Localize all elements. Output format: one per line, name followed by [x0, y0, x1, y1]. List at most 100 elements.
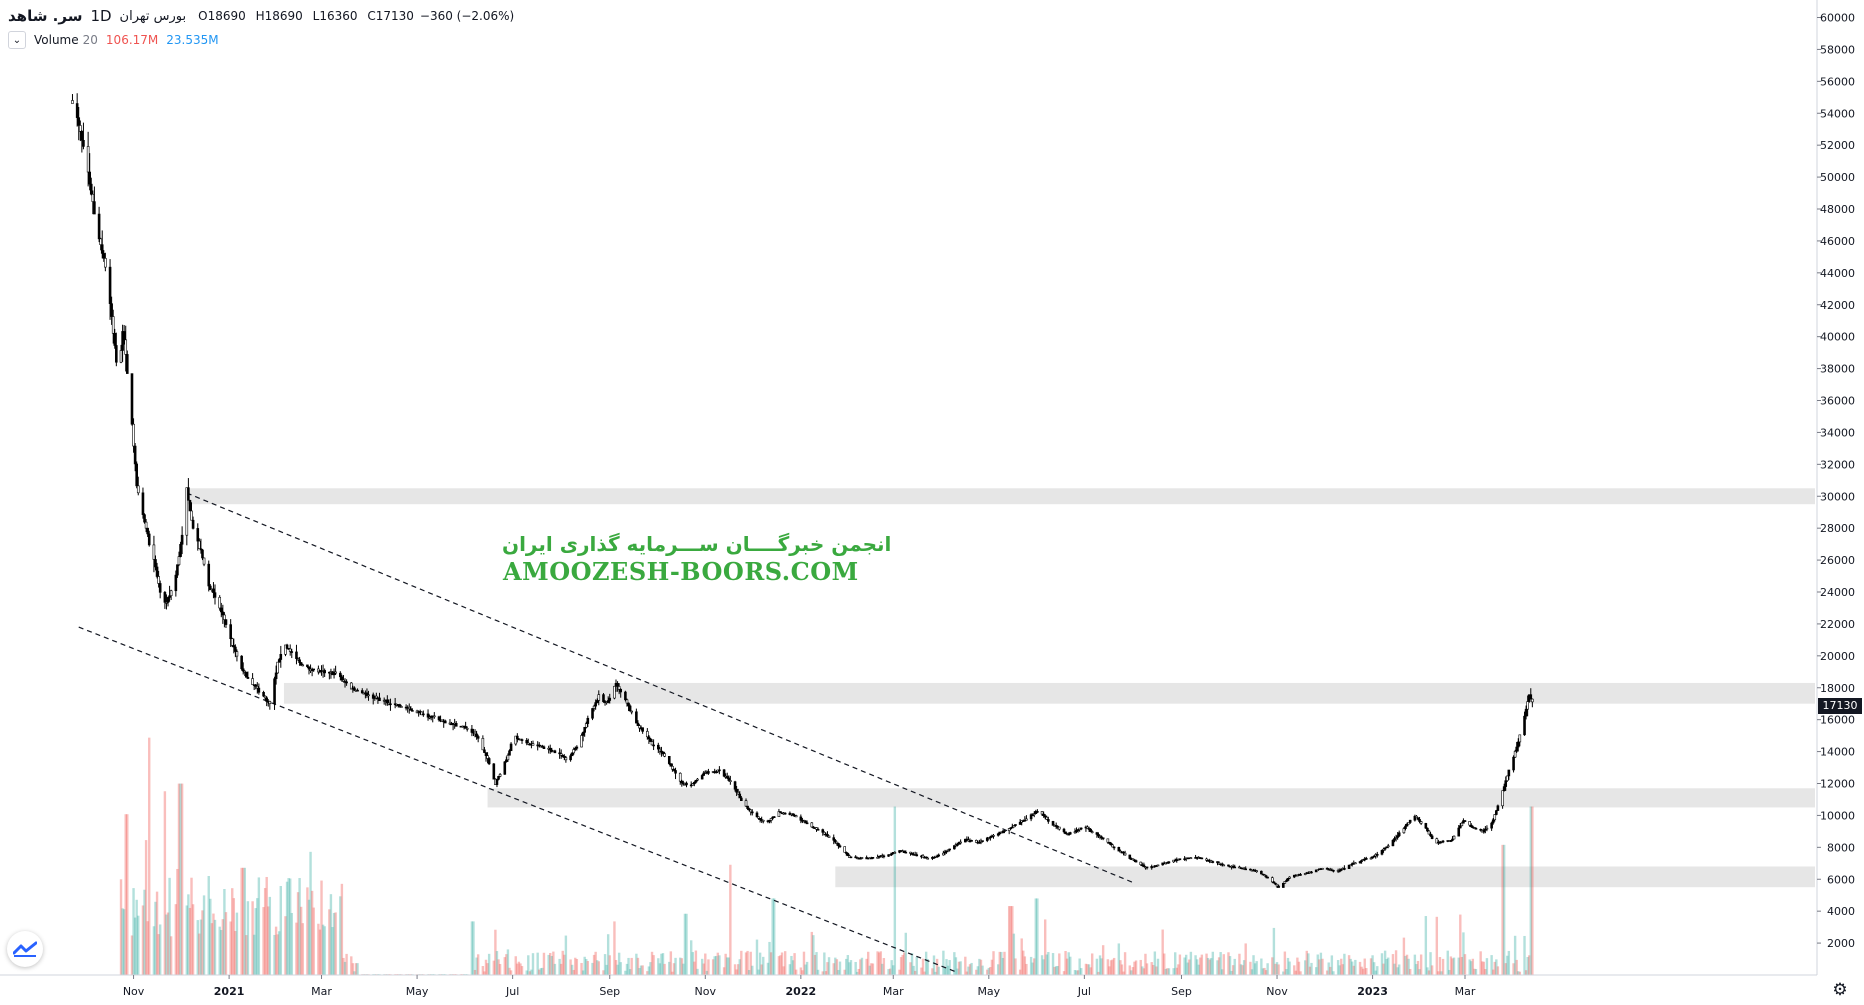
- volume-bar: [525, 970, 528, 975]
- volume-bar: [1106, 959, 1110, 975]
- candle-body: [263, 695, 267, 699]
- volume-bar: [199, 919, 203, 975]
- volume-bar: [276, 934, 279, 975]
- time-tick-label: Nov: [123, 985, 145, 998]
- volume-bar: [700, 958, 704, 975]
- volume-bar: [635, 953, 638, 975]
- volume-bar: [1076, 970, 1080, 975]
- candle-body: [1386, 845, 1390, 848]
- interval-label[interactable]: 1D: [90, 7, 112, 25]
- price-tick-label: 50000: [1820, 171, 1855, 184]
- symbol-name[interactable]: سر. شاهد: [8, 7, 83, 25]
- volume-bar: [868, 965, 871, 975]
- price-zone: [283, 682, 1815, 704]
- volume-bar: [1112, 957, 1116, 975]
- candle-body: [989, 836, 992, 839]
- volume-bar: [649, 962, 652, 975]
- candle-body: [1419, 821, 1423, 824]
- volume-bar: [773, 898, 776, 975]
- volume-bar: [332, 912, 336, 975]
- candle-body: [1529, 694, 1533, 700]
- volume-bar: [542, 952, 546, 975]
- volume-bar: [528, 971, 532, 975]
- settings-gear-icon[interactable]: ⚙: [1832, 980, 1848, 1000]
- candle-body: [707, 771, 710, 774]
- volume-bar: [1376, 966, 1379, 975]
- volume-bar: [1188, 959, 1191, 975]
- candle-body: [232, 645, 236, 648]
- candle-body: [769, 818, 773, 821]
- candle-body: [360, 690, 364, 694]
- candle-body: [890, 852, 893, 855]
- volume-bar: [1199, 957, 1202, 975]
- volume-bar: [334, 912, 337, 975]
- time-axis[interactable]: Nov 2021 Mar May Jul Sep Nov 2022 Mar May Jul Sep No…: [123, 975, 1476, 998]
- collapse-chevron-icon[interactable]: ⌄: [8, 31, 26, 49]
- candle-body: [1264, 875, 1268, 878]
- candle-body: [1189, 857, 1193, 860]
- volume-bar: [476, 954, 480, 975]
- volume-bar: [320, 880, 323, 975]
- volume-bar: [1526, 957, 1529, 975]
- candle-body: [1233, 866, 1237, 869]
- candle-body: [1485, 827, 1489, 830]
- volume-bar: [788, 964, 792, 975]
- volume-bar: [1221, 969, 1224, 975]
- candle-body: [400, 706, 403, 708]
- candle-body: [1413, 815, 1417, 821]
- volume-bar: [749, 951, 752, 975]
- volume-indicator-name[interactable]: Volume 20: [34, 33, 98, 47]
- candle-body: [915, 854, 919, 857]
- time-tick-label: 2021: [214, 985, 245, 998]
- candle-body: [650, 741, 654, 746]
- volume-bar: [1054, 966, 1058, 975]
- candle-body: [981, 840, 984, 842]
- candle-body: [921, 855, 925, 858]
- volume-bar: [1438, 957, 1442, 975]
- volume-bar: [1299, 971, 1302, 975]
- candle-body: [815, 827, 818, 830]
- volume-bar: [826, 962, 829, 975]
- volume-bar: [1393, 963, 1396, 975]
- volume-bar: [945, 959, 948, 975]
- volume-bar: [1142, 968, 1146, 975]
- volume-bar: [553, 963, 557, 975]
- price-tick-label: 10000: [1820, 809, 1855, 822]
- candle-body: [1531, 698, 1534, 703]
- volume-bar: [1437, 971, 1440, 975]
- volume-bar: [1427, 970, 1431, 975]
- volume-bar: [901, 954, 904, 975]
- volume-bar: [912, 965, 915, 975]
- candle-body: [888, 854, 892, 856]
- volume-bar: [1139, 959, 1142, 975]
- candle-body: [1097, 834, 1100, 837]
- candle-body: [454, 723, 458, 727]
- volume-bar: [1036, 898, 1039, 975]
- volume-bar: [1513, 935, 1517, 975]
- candle-body: [660, 750, 663, 753]
- volume-bar: [967, 966, 970, 975]
- candle-body: [945, 850, 948, 853]
- candle-body: [1089, 828, 1092, 832]
- volume-bar: [1451, 958, 1454, 975]
- volume-bar: [221, 919, 225, 975]
- volume-bar: [1208, 959, 1211, 975]
- candle-body: [201, 549, 204, 559]
- price-axis[interactable]: 2000 4000 6000 8000 10000 12000 14000 16000 1800…: [1817, 12, 1855, 951]
- support-resistance-zones: [186, 488, 1815, 888]
- volume-bar: [539, 968, 543, 975]
- tradingview-logo-icon[interactable]: [7, 931, 43, 967]
- candle-body: [1042, 813, 1045, 817]
- volume-bar: [799, 967, 803, 975]
- volume-bar: [867, 951, 870, 975]
- candle-body: [860, 857, 864, 859]
- volume-bar: [660, 953, 663, 975]
- candle-body: [1108, 841, 1111, 844]
- volume-bar: [978, 958, 981, 975]
- candle-body: [1014, 824, 1017, 826]
- volume-bar: [1062, 971, 1066, 975]
- volume-bar: [473, 969, 477, 975]
- candle-body: [1463, 820, 1467, 822]
- volume-bar: [1230, 970, 1233, 975]
